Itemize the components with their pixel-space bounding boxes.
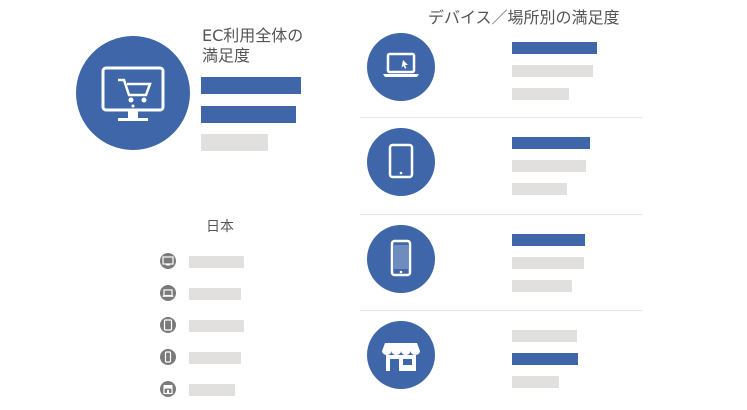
overall-title-line2: 満足度 xyxy=(202,46,251,65)
tablet-icon xyxy=(367,128,435,200)
group-bar xyxy=(512,257,584,269)
japan-title: 日本 xyxy=(206,219,234,235)
computer-cart-icon xyxy=(101,66,165,121)
group-icon-circle xyxy=(367,225,435,293)
overall-bar xyxy=(201,134,268,151)
laptop-icon xyxy=(160,285,176,301)
group-bar xyxy=(512,330,577,342)
laptop-icon xyxy=(367,33,435,105)
japan-bar xyxy=(189,352,241,364)
group-divider xyxy=(360,310,642,311)
japan-bar xyxy=(189,320,244,332)
group-divider xyxy=(360,117,642,118)
group-bar xyxy=(512,376,559,388)
smartphone-icon xyxy=(160,349,176,365)
device-title: デバイス／場所別の満足度 xyxy=(428,8,620,27)
smartphone-icon xyxy=(367,225,435,297)
japan-bar xyxy=(189,384,235,396)
group-bar xyxy=(512,65,593,77)
group-bar xyxy=(512,353,578,365)
group-icon-circle xyxy=(367,128,435,196)
group-icon-circle xyxy=(367,321,435,389)
group-icon-circle xyxy=(367,33,435,101)
japan-bar xyxy=(189,256,244,268)
japan-bar xyxy=(189,288,241,300)
computer-icon xyxy=(160,253,176,269)
overall-bar xyxy=(201,77,301,94)
store-icon xyxy=(367,321,435,393)
group-divider xyxy=(360,214,642,215)
group-bar xyxy=(512,42,597,54)
group-bar xyxy=(512,183,567,195)
store-icon xyxy=(160,381,176,397)
group-bar xyxy=(512,234,585,246)
overall-icon-circle xyxy=(76,36,190,150)
group-bar xyxy=(512,137,590,149)
group-bar xyxy=(512,280,572,292)
group-bar xyxy=(512,160,586,172)
overall-title-line1: EC利用全体の xyxy=(202,26,304,45)
tablet-icon xyxy=(160,317,176,333)
overall-bar xyxy=(201,106,296,123)
group-bar xyxy=(512,88,569,100)
